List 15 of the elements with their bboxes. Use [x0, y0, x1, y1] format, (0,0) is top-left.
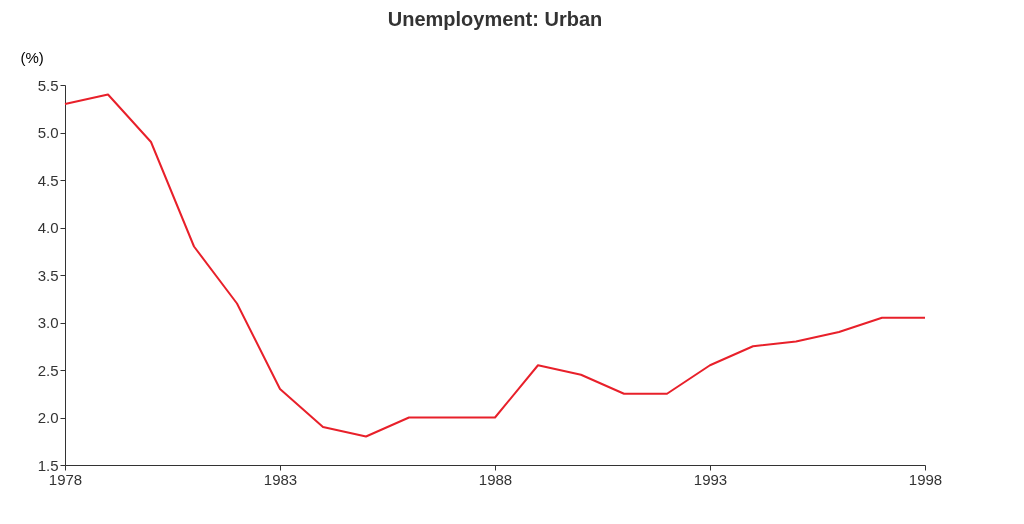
- x-tick-label: 1988: [478, 470, 513, 488]
- x-tick-label: 1983: [263, 470, 298, 488]
- chart-title: Unemployment: Urban: [387, 8, 603, 30]
- y-tick-label: 2.5: [37, 361, 59, 379]
- x-tick-label: 1993: [693, 470, 728, 488]
- y-tick-label: 3.5: [37, 266, 59, 284]
- y-tick-label: 4.0: [37, 219, 59, 236]
- y-tick-label: 2.0: [37, 409, 59, 426]
- x-tick-label: 1998: [908, 470, 943, 488]
- y-axis-title: (%): [20, 48, 44, 66]
- y-tick-label: 3.0: [37, 314, 59, 331]
- y-tick-label: 4.5: [37, 171, 59, 189]
- y-tick-label: 5.5: [37, 76, 59, 94]
- line-series: [64, 93, 926, 438]
- y-tick-label: 5.0: [37, 124, 59, 141]
